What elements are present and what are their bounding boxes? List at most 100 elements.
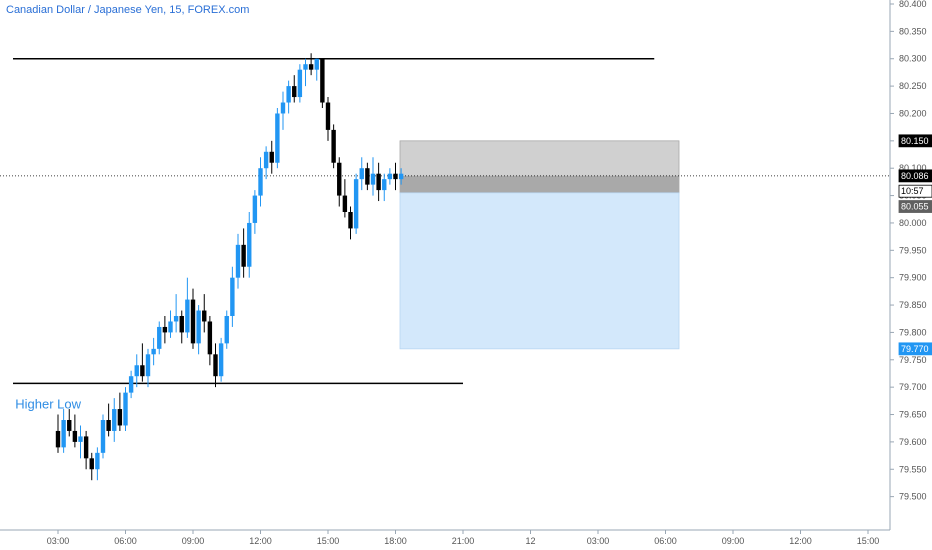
candle-down xyxy=(106,420,111,431)
candle-up xyxy=(280,102,286,114)
candle-up xyxy=(398,173,404,180)
candle-down xyxy=(325,102,331,130)
candle-up xyxy=(151,348,156,355)
y-tick-label: 80.300 xyxy=(899,54,927,64)
candle-up xyxy=(95,452,100,470)
candle-down xyxy=(337,162,342,196)
candle-down xyxy=(376,173,381,191)
candle-down xyxy=(117,409,123,426)
candle-up xyxy=(387,173,393,180)
candle-down xyxy=(190,299,196,344)
candle-down xyxy=(320,58,325,103)
candle-up xyxy=(218,343,224,377)
candle-down xyxy=(55,430,61,448)
y-tick-label: 79.950 xyxy=(899,245,927,255)
candle-down xyxy=(269,151,274,163)
candle-up xyxy=(157,326,162,349)
x-tick-label: 15:00 xyxy=(857,536,880,546)
y-tick-label: 80.200 xyxy=(899,108,927,118)
candle-up xyxy=(230,277,235,316)
candle-up xyxy=(128,376,134,393)
candle-up xyxy=(145,354,151,377)
x-tick-label: 12:00 xyxy=(789,536,812,546)
x-tick-label: 06:00 xyxy=(114,536,137,546)
candle-down xyxy=(162,326,168,333)
y-tick-label: 79.850 xyxy=(899,300,927,310)
price-tag-label: 80.150 xyxy=(901,136,929,146)
x-tick-label: 12 xyxy=(525,536,535,546)
candle-up xyxy=(314,58,319,70)
candle-down xyxy=(292,86,297,98)
candle-down xyxy=(202,310,207,322)
candle-up xyxy=(370,173,376,185)
price-axis[interactable] xyxy=(890,0,932,550)
candle-down xyxy=(331,129,336,163)
candle-up xyxy=(100,420,106,453)
candle-down xyxy=(179,316,184,333)
x-tick-label: 06:00 xyxy=(654,536,677,546)
price-tag-label: 80.086 xyxy=(901,171,929,181)
x-tick-label: 03:00 xyxy=(587,536,610,546)
candle-up xyxy=(297,69,303,98)
candle-up xyxy=(353,179,359,229)
x-tick-label: 09:00 xyxy=(722,536,745,546)
candle-up xyxy=(134,365,139,377)
candle-up xyxy=(382,179,387,191)
candle-up xyxy=(123,392,128,426)
price-tag xyxy=(898,134,932,148)
candle-up xyxy=(112,409,117,431)
higher-low-label: Higher Low xyxy=(15,397,81,412)
x-tick-label: 03:00 xyxy=(47,536,70,546)
candle-up xyxy=(61,420,66,448)
y-tick-label: 79.550 xyxy=(899,464,927,474)
y-tick-label: 79.800 xyxy=(899,327,927,337)
price-tag xyxy=(898,342,932,356)
y-tick-label: 79.750 xyxy=(899,355,927,365)
candle-up xyxy=(247,222,252,267)
candle-up xyxy=(258,168,263,196)
candle-down xyxy=(67,420,72,431)
x-tick-label: 18:00 xyxy=(384,536,407,546)
candle-down xyxy=(365,168,370,185)
candle-down xyxy=(140,365,145,377)
candle-up xyxy=(235,244,241,278)
y-tick-label: 80.100 xyxy=(899,163,927,173)
candle-down xyxy=(348,212,353,229)
price-tag xyxy=(898,169,932,183)
y-tick-label: 80.400 xyxy=(899,0,927,9)
x-tick-label: 15:00 xyxy=(317,536,340,546)
chart-title: Canadian Dollar / Japanese Yen, 15, FORE… xyxy=(6,4,250,16)
entry-zone xyxy=(400,175,679,193)
candle-up xyxy=(224,316,229,344)
price-tag-label: 79.770 xyxy=(901,344,929,354)
candle-up xyxy=(173,316,179,322)
candle-up xyxy=(359,168,364,180)
candle-down xyxy=(308,64,314,70)
candle-down xyxy=(213,354,218,377)
candle-down xyxy=(72,430,78,442)
price-tag xyxy=(898,200,932,213)
candle-down xyxy=(393,173,398,180)
y-tick-label: 79.700 xyxy=(899,382,927,392)
candle-up xyxy=(78,436,83,442)
y-tick-label: 79.500 xyxy=(899,492,927,502)
y-tick-label: 79.600 xyxy=(899,437,927,447)
candle-up xyxy=(196,310,201,344)
candle-down xyxy=(83,436,89,459)
y-tick-label: 80.350 xyxy=(899,26,927,36)
candle-down xyxy=(241,244,246,267)
y-tick-label: 79.900 xyxy=(899,273,927,283)
take-profit-zone[interactable] xyxy=(399,192,680,350)
y-tick-label: 80.250 xyxy=(899,81,927,91)
y-tick-label: 79.650 xyxy=(899,410,927,420)
candle-up xyxy=(286,86,291,103)
candle-up xyxy=(275,113,280,163)
price-tag-label: 10:57 xyxy=(901,186,924,196)
candle-down xyxy=(207,321,213,355)
x-tick-label: 12:00 xyxy=(249,536,272,546)
price-tag xyxy=(898,184,932,198)
y-tick-label: 80.000 xyxy=(899,218,927,228)
time-axis[interactable] xyxy=(0,530,890,550)
candle-down xyxy=(89,458,94,470)
